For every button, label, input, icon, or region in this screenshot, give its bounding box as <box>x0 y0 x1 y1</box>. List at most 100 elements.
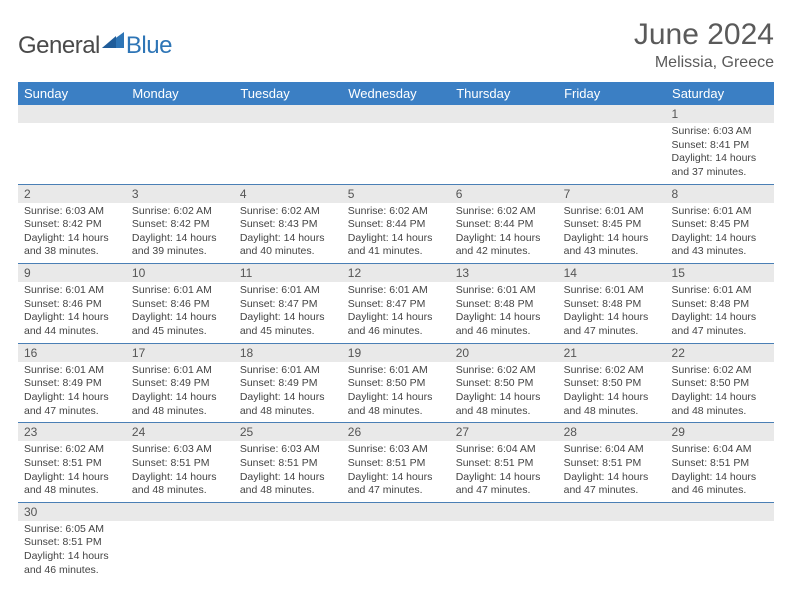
calendar-cell <box>234 502 342 581</box>
weekday-header: Tuesday <box>234 82 342 105</box>
day-details: Sunrise: 6:02 AMSunset: 8:44 PMDaylight:… <box>342 203 450 264</box>
calendar-cell: 24Sunrise: 6:03 AMSunset: 8:51 PMDayligh… <box>126 423 234 503</box>
day-details: Sunrise: 6:04 AMSunset: 8:51 PMDaylight:… <box>558 441 666 502</box>
calendar-cell: 20Sunrise: 6:02 AMSunset: 8:50 PMDayligh… <box>450 343 558 423</box>
day-number: 12 <box>342 264 450 282</box>
day-number-empty <box>342 503 450 521</box>
calendar-cell <box>126 105 234 184</box>
day-number: 22 <box>666 344 774 362</box>
calendar-cell <box>558 502 666 581</box>
sail-icon <box>100 28 126 55</box>
day-details: Sunrise: 6:01 AMSunset: 8:50 PMDaylight:… <box>342 362 450 423</box>
calendar-cell: 14Sunrise: 6:01 AMSunset: 8:48 PMDayligh… <box>558 264 666 344</box>
calendar-cell: 26Sunrise: 6:03 AMSunset: 8:51 PMDayligh… <box>342 423 450 503</box>
calendar-cell: 21Sunrise: 6:02 AMSunset: 8:50 PMDayligh… <box>558 343 666 423</box>
day-number: 15 <box>666 264 774 282</box>
calendar-cell: 30Sunrise: 6:05 AMSunset: 8:51 PMDayligh… <box>18 502 126 581</box>
day-number: 1 <box>666 105 774 123</box>
day-details: Sunrise: 6:01 AMSunset: 8:47 PMDaylight:… <box>342 282 450 343</box>
day-details: Sunrise: 6:03 AMSunset: 8:51 PMDaylight:… <box>126 441 234 502</box>
calendar-cell <box>450 502 558 581</box>
day-number: 21 <box>558 344 666 362</box>
calendar-cell: 23Sunrise: 6:02 AMSunset: 8:51 PMDayligh… <box>18 423 126 503</box>
day-number: 5 <box>342 185 450 203</box>
title-block: June 2024 Melissia, Greece <box>634 18 774 72</box>
calendar-head: SundayMondayTuesdayWednesdayThursdayFrid… <box>18 82 774 105</box>
calendar-cell: 18Sunrise: 6:01 AMSunset: 8:49 PMDayligh… <box>234 343 342 423</box>
day-number: 19 <box>342 344 450 362</box>
calendar-cell: 1Sunrise: 6:03 AMSunset: 8:41 PMDaylight… <box>666 105 774 184</box>
day-number: 23 <box>18 423 126 441</box>
calendar-body: 1Sunrise: 6:03 AMSunset: 8:41 PMDaylight… <box>18 105 774 581</box>
calendar-cell: 29Sunrise: 6:04 AMSunset: 8:51 PMDayligh… <box>666 423 774 503</box>
weekday-header: Friday <box>558 82 666 105</box>
calendar-cell: 11Sunrise: 6:01 AMSunset: 8:47 PMDayligh… <box>234 264 342 344</box>
day-number-empty <box>558 503 666 521</box>
calendar-cell: 17Sunrise: 6:01 AMSunset: 8:49 PMDayligh… <box>126 343 234 423</box>
day-number: 27 <box>450 423 558 441</box>
day-details: Sunrise: 6:02 AMSunset: 8:42 PMDaylight:… <box>126 203 234 264</box>
day-details: Sunrise: 6:01 AMSunset: 8:48 PMDaylight:… <box>558 282 666 343</box>
day-details: Sunrise: 6:01 AMSunset: 8:47 PMDaylight:… <box>234 282 342 343</box>
calendar-cell: 9Sunrise: 6:01 AMSunset: 8:46 PMDaylight… <box>18 264 126 344</box>
day-number: 18 <box>234 344 342 362</box>
day-details: Sunrise: 6:02 AMSunset: 8:51 PMDaylight:… <box>18 441 126 502</box>
day-number-empty <box>18 105 126 123</box>
day-details: Sunrise: 6:04 AMSunset: 8:51 PMDaylight:… <box>666 441 774 502</box>
calendar-cell: 7Sunrise: 6:01 AMSunset: 8:45 PMDaylight… <box>558 184 666 264</box>
day-details: Sunrise: 6:02 AMSunset: 8:50 PMDaylight:… <box>450 362 558 423</box>
day-number: 17 <box>126 344 234 362</box>
calendar-cell: 15Sunrise: 6:01 AMSunset: 8:48 PMDayligh… <box>666 264 774 344</box>
calendar-cell <box>126 502 234 581</box>
calendar-cell: 6Sunrise: 6:02 AMSunset: 8:44 PMDaylight… <box>450 184 558 264</box>
calendar-cell <box>234 105 342 184</box>
calendar-cell: 2Sunrise: 6:03 AMSunset: 8:42 PMDaylight… <box>18 184 126 264</box>
day-details: Sunrise: 6:01 AMSunset: 8:46 PMDaylight:… <box>18 282 126 343</box>
calendar-cell <box>558 105 666 184</box>
calendar-cell: 19Sunrise: 6:01 AMSunset: 8:50 PMDayligh… <box>342 343 450 423</box>
calendar-cell: 27Sunrise: 6:04 AMSunset: 8:51 PMDayligh… <box>450 423 558 503</box>
page-subtitle: Melissia, Greece <box>634 54 774 72</box>
day-number: 14 <box>558 264 666 282</box>
day-number-empty <box>558 105 666 123</box>
calendar-cell <box>342 105 450 184</box>
day-number: 9 <box>18 264 126 282</box>
logo-text-general: General <box>18 32 100 60</box>
day-number: 30 <box>18 503 126 521</box>
day-details: Sunrise: 6:04 AMSunset: 8:51 PMDaylight:… <box>450 441 558 502</box>
day-details: Sunrise: 6:01 AMSunset: 8:49 PMDaylight:… <box>126 362 234 423</box>
day-details: Sunrise: 6:01 AMSunset: 8:48 PMDaylight:… <box>450 282 558 343</box>
day-number-empty <box>126 105 234 123</box>
calendar-cell: 3Sunrise: 6:02 AMSunset: 8:42 PMDaylight… <box>126 184 234 264</box>
calendar-cell: 16Sunrise: 6:01 AMSunset: 8:49 PMDayligh… <box>18 343 126 423</box>
day-number-empty <box>234 105 342 123</box>
day-number-empty <box>234 503 342 521</box>
calendar-cell: 22Sunrise: 6:02 AMSunset: 8:50 PMDayligh… <box>666 343 774 423</box>
calendar-cell <box>342 502 450 581</box>
day-number: 16 <box>18 344 126 362</box>
day-details: Sunrise: 6:03 AMSunset: 8:41 PMDaylight:… <box>666 123 774 184</box>
day-number: 20 <box>450 344 558 362</box>
weekday-header: Saturday <box>666 82 774 105</box>
day-number: 2 <box>18 185 126 203</box>
day-details: Sunrise: 6:02 AMSunset: 8:50 PMDaylight:… <box>666 362 774 423</box>
day-number: 13 <box>450 264 558 282</box>
day-number: 11 <box>234 264 342 282</box>
logo: General Blue <box>18 28 172 63</box>
day-number-empty <box>450 503 558 521</box>
calendar-cell: 10Sunrise: 6:01 AMSunset: 8:46 PMDayligh… <box>126 264 234 344</box>
day-details: Sunrise: 6:01 AMSunset: 8:49 PMDaylight:… <box>234 362 342 423</box>
day-number: 24 <box>126 423 234 441</box>
weekday-header: Thursday <box>450 82 558 105</box>
day-number: 8 <box>666 185 774 203</box>
weekday-header: Sunday <box>18 82 126 105</box>
day-details: Sunrise: 6:02 AMSunset: 8:44 PMDaylight:… <box>450 203 558 264</box>
day-details: Sunrise: 6:01 AMSunset: 8:48 PMDaylight:… <box>666 282 774 343</box>
day-details: Sunrise: 6:01 AMSunset: 8:45 PMDaylight:… <box>666 203 774 264</box>
calendar-cell: 4Sunrise: 6:02 AMSunset: 8:43 PMDaylight… <box>234 184 342 264</box>
day-number: 29 <box>666 423 774 441</box>
day-number: 6 <box>450 185 558 203</box>
day-details: Sunrise: 6:02 AMSunset: 8:43 PMDaylight:… <box>234 203 342 264</box>
day-details: Sunrise: 6:03 AMSunset: 8:51 PMDaylight:… <box>342 441 450 502</box>
calendar-cell: 12Sunrise: 6:01 AMSunset: 8:47 PMDayligh… <box>342 264 450 344</box>
